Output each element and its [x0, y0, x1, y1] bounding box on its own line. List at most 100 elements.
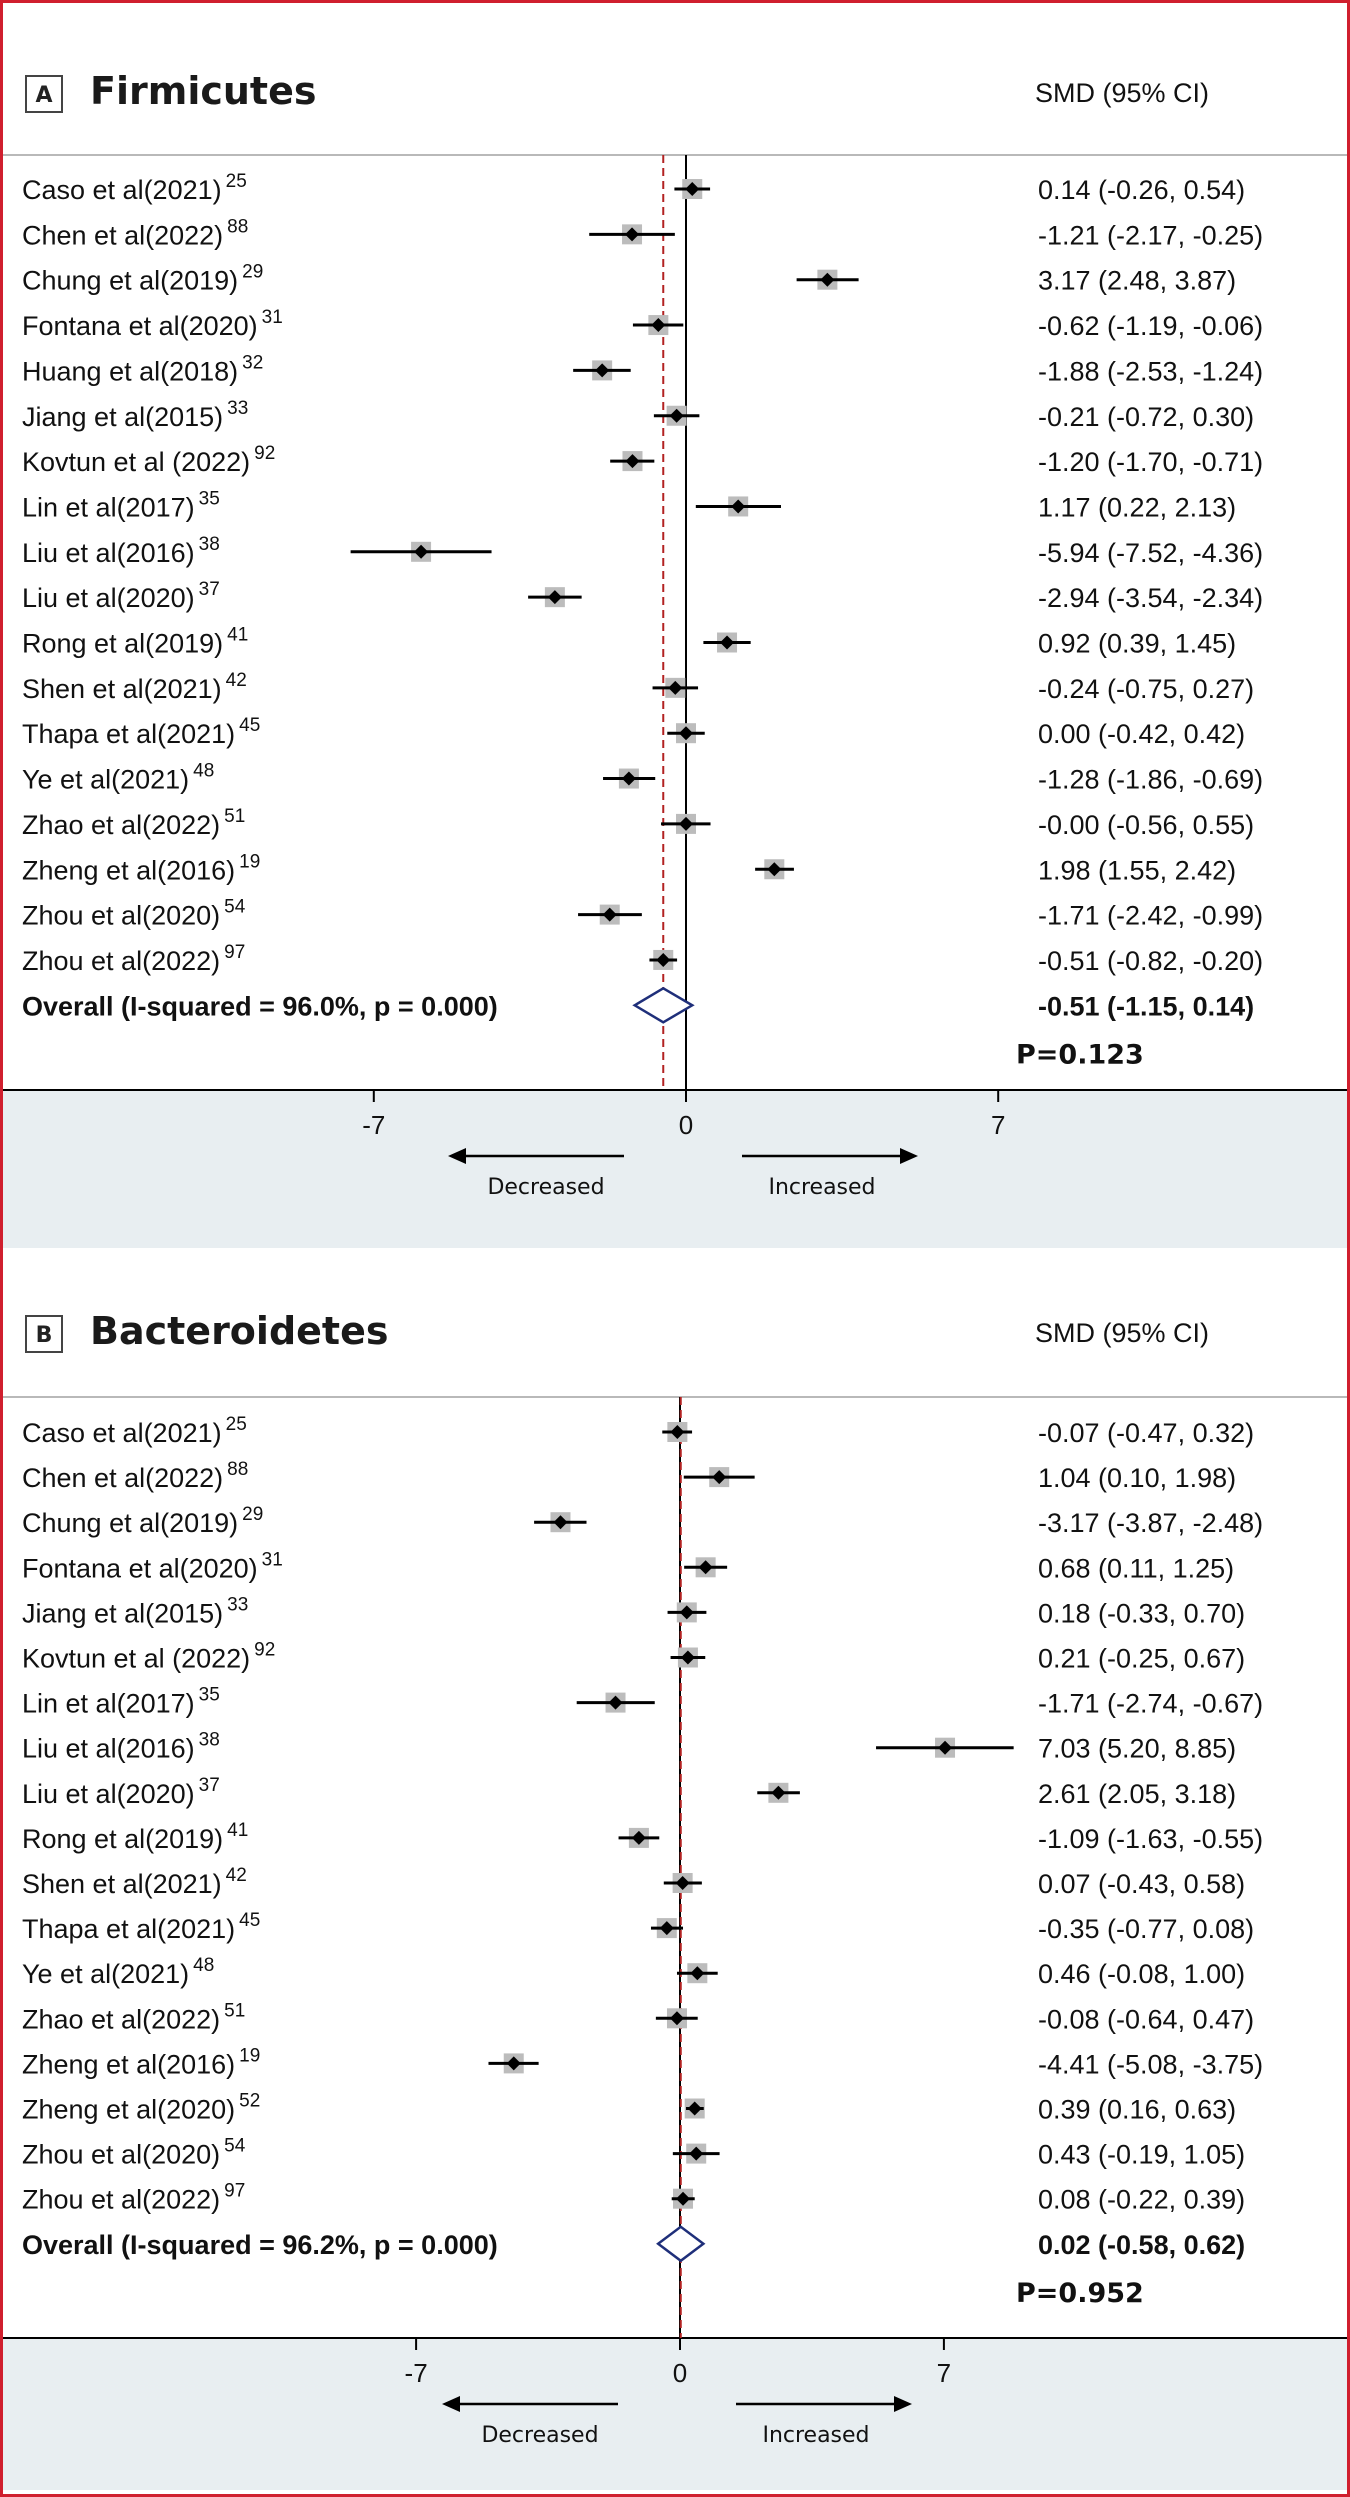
effect-estimate-text: -0.21 (-0.72, 0.30) — [1038, 402, 1254, 432]
point-estimate — [767, 862, 782, 877]
point-estimate — [656, 952, 671, 967]
effect-estimate-text: 0.14 (-0.26, 0.54) — [1038, 175, 1245, 205]
x-tick-label: -7 — [405, 2358, 428, 2388]
point-estimate — [687, 2101, 702, 2116]
study-row: Shen et al(2021) 42 -0.24 (-0.75, 0.27) — [22, 670, 1254, 704]
point-estimate — [679, 1605, 694, 1620]
study-reference: 19 — [239, 2045, 260, 2066]
point-estimate — [690, 1966, 705, 1981]
study-label: Kovtun et al (2022) — [22, 447, 250, 477]
study-row: Shen et al(2021) 42 0.07 (-0.43, 0.58) — [22, 1865, 1245, 1899]
effect-estimate-text: 3.17 (2.48, 3.87) — [1038, 266, 1236, 296]
point-estimate — [731, 499, 746, 514]
study-label: Kovtun et al (2022) — [22, 1644, 250, 1674]
point-estimate — [547, 590, 562, 605]
study-label: Chen et al(2022) — [22, 220, 223, 250]
study-row: Rong et al(2019) 41 0.92 (0.39, 1.45) — [22, 625, 1236, 659]
study-reference: 41 — [227, 1820, 248, 1841]
study-row: Liu et al(2020) 37 2.61 (2.05, 3.18) — [22, 1775, 1236, 1809]
study-row: Fontana et al(2020) 31 -0.62 (-1.19, -0.06… — [22, 307, 1263, 341]
increased-arrow-head — [894, 2396, 912, 2412]
study-reference: 38 — [199, 534, 220, 555]
study-reference: 88 — [227, 1459, 248, 1480]
study-reference: 45 — [239, 1910, 260, 1931]
effect-estimate-text: -1.88 (-2.53, -1.24) — [1038, 356, 1263, 386]
effect-estimate-text: 0.07 (-0.43, 0.58) — [1038, 1869, 1245, 1899]
study-label: Chung et al(2019) — [22, 266, 238, 296]
study-label: Huang et al(2018) — [22, 356, 238, 386]
panel-gap — [3, 1248, 1347, 1250]
study-label: Fontana et al(2020) — [22, 1553, 258, 1583]
point-estimate — [675, 1876, 690, 1890]
study-label: Ye et al(2021) — [22, 765, 189, 795]
study-label: Zhao et al(2022) — [22, 2004, 220, 2034]
study-label: Zheng et al(2020) — [22, 2095, 235, 2125]
study-reference: 45 — [239, 715, 260, 736]
point-estimate — [651, 318, 666, 333]
effect-estimate-text: 0.68 (0.11, 1.25) — [1038, 1553, 1234, 1583]
increased-arrow-head — [900, 1148, 918, 1164]
effect-estimate-text: -4.41 (-5.08, -3.75) — [1038, 2049, 1263, 2079]
study-row: Ye et al(2021) 48 -1.28 (-1.86, -0.69) — [22, 761, 1263, 795]
study-label: Jiang et al(2015) — [22, 1598, 223, 1628]
effect-estimate-text: 0.39 (0.16, 0.63) — [1038, 2095, 1236, 2125]
study-label: Chung et al(2019) — [22, 1508, 238, 1538]
effect-estimate-text: -1.71 (-2.42, -0.99) — [1038, 901, 1263, 931]
study-row: Zheng et al(2016) 19 -4.41 (-5.08, -3.75) — [22, 2045, 1263, 2079]
study-row: Fontana et al(2020) 31 0.68 (0.11, 1.25) — [22, 1549, 1234, 1583]
overall-label: Overall (I-squared = 96.2%, p = 0.000) — [22, 2230, 498, 2260]
effect-estimate-text: 0.08 (-0.22, 0.39) — [1038, 2185, 1245, 2215]
study-label: Zhou et al(2022) — [22, 946, 220, 976]
study-label: Shen et al(2021) — [22, 1869, 222, 1899]
study-label: Lin et al(2017) — [22, 1689, 195, 1719]
decreased-arrow-head — [442, 2396, 460, 2412]
study-reference: 51 — [224, 806, 245, 827]
point-estimate — [685, 182, 700, 196]
effect-estimate-text: -1.21 (-2.17, -0.25) — [1038, 220, 1263, 250]
study-reference: 48 — [193, 1955, 214, 1976]
point-estimate — [602, 907, 617, 922]
effect-estimate-text: -0.62 (-1.19, -0.06) — [1038, 311, 1263, 341]
study-reference: 31 — [262, 1549, 283, 1570]
study-label: Jiang et al(2015) — [22, 402, 223, 432]
study-reference: 31 — [262, 307, 283, 328]
forest-panel-a: A Firmicutes SMD (95% CI)Caso et al(2021) 2… — [3, 69, 1347, 1248]
study-reference: 33 — [227, 1594, 248, 1615]
effect-estimate-text: -1.71 (-2.74, -0.67) — [1038, 1689, 1263, 1719]
forest-panel-b: B Bacteroidetes SMD (95% CI) Caso et al(202… — [3, 1309, 1347, 2490]
axis-band — [3, 2338, 1347, 2490]
effect-estimate-text: -2.94 (-3.54, -2.34) — [1038, 583, 1263, 613]
effect-estimate-text: 0.21 (-0.25, 0.67) — [1038, 1644, 1245, 1674]
effect-estimate-text: -3.17 (-3.87, -2.48) — [1038, 1508, 1263, 1538]
study-label: Caso et al(2021) — [22, 175, 222, 205]
effect-estimate-text: -0.51 (-0.82, -0.20) — [1038, 946, 1263, 976]
study-row: Zhao et al(2022) 51 -0.08 (-0.64, 0.47) — [22, 2000, 1254, 2034]
study-label: Caso et al(2021) — [22, 1418, 222, 1448]
study-reference: 42 — [226, 670, 247, 691]
study-reference: 48 — [193, 761, 214, 782]
study-row: Chung et al(2019) 29 3.17 (2.48, 3.87) — [22, 262, 1236, 296]
effect-estimate-text: -1.09 (-1.63, -0.55) — [1038, 1824, 1263, 1854]
study-row: Liu et al(2020) 37 -2.94 (-3.54, -2.34) — [22, 579, 1263, 613]
p-value: P=0.123 — [1016, 1039, 1144, 1070]
study-row: Chen et al(2022) 88 1.04 (0.10, 1.98) — [22, 1459, 1236, 1493]
study-reference: 32 — [242, 352, 263, 373]
study-reference: 97 — [224, 942, 245, 963]
effect-estimate-text: 0.92 (0.39, 1.45) — [1038, 629, 1236, 659]
study-label: Zhou et al(2020) — [22, 2140, 220, 2170]
x-tick-label: 7 — [937, 2358, 951, 2388]
study-row: Liu et al(2016) 38 -5.94 (-7.52, -4.36) — [22, 534, 1263, 568]
study-label: Zhou et al(2020) — [22, 901, 220, 931]
study-label: Thapa et al(2021) — [22, 1914, 235, 1944]
study-row: Caso et al(2021) 25 0.14 (-0.26, 0.54) — [22, 171, 1245, 205]
point-estimate — [680, 1650, 695, 1665]
study-label: Liu et al(2020) — [22, 583, 195, 613]
study-reference: 54 — [224, 2136, 246, 2157]
study-label: Ye et al(2021) — [22, 1959, 189, 1989]
study-reference: 92 — [254, 443, 275, 464]
study-reference: 35 — [199, 1685, 220, 1706]
study-row: Caso et al(2021) 25 -0.07 (-0.47, 0.32) — [22, 1414, 1254, 1448]
point-estimate — [553, 1515, 568, 1530]
study-reference: 41 — [227, 625, 248, 646]
point-estimate — [698, 1560, 713, 1575]
